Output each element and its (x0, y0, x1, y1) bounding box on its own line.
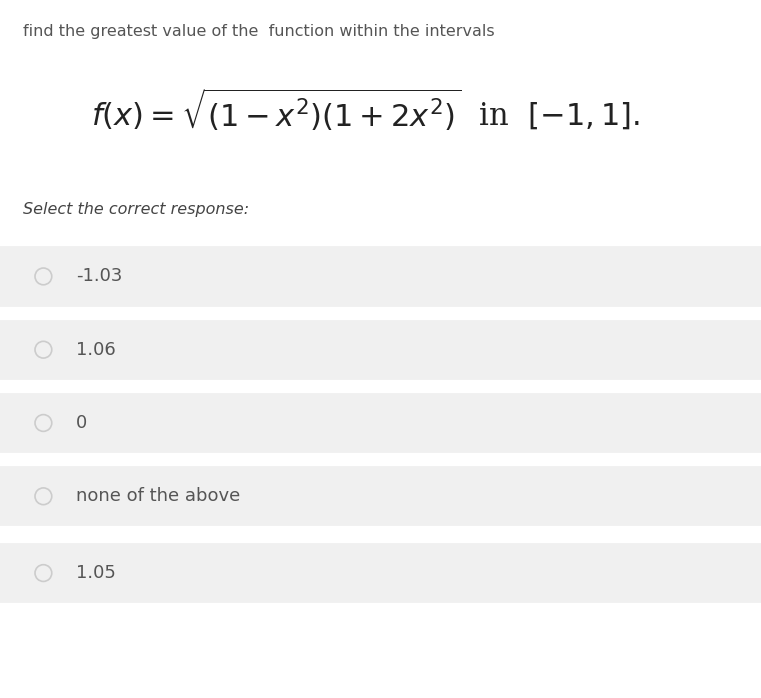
Text: Select the correct response:: Select the correct response: (23, 202, 249, 217)
Text: 1.05: 1.05 (76, 564, 116, 582)
Text: find the greatest value of the  function within the intervals: find the greatest value of the function … (23, 24, 495, 39)
FancyBboxPatch shape (0, 391, 761, 455)
Text: 1.06: 1.06 (76, 341, 116, 359)
Text: -1.03: -1.03 (76, 267, 123, 285)
FancyBboxPatch shape (0, 541, 761, 605)
FancyBboxPatch shape (0, 464, 761, 528)
FancyBboxPatch shape (0, 318, 761, 382)
Text: none of the above: none of the above (76, 487, 240, 505)
FancyBboxPatch shape (0, 244, 761, 309)
Text: 0: 0 (76, 414, 88, 432)
Text: $f(x) = \sqrt{(1-x^2)(1+2x^2)}$  in  $[-1,1].$: $f(x) = \sqrt{(1-x^2)(1+2x^2)}$ in $[-1,… (91, 87, 640, 133)
